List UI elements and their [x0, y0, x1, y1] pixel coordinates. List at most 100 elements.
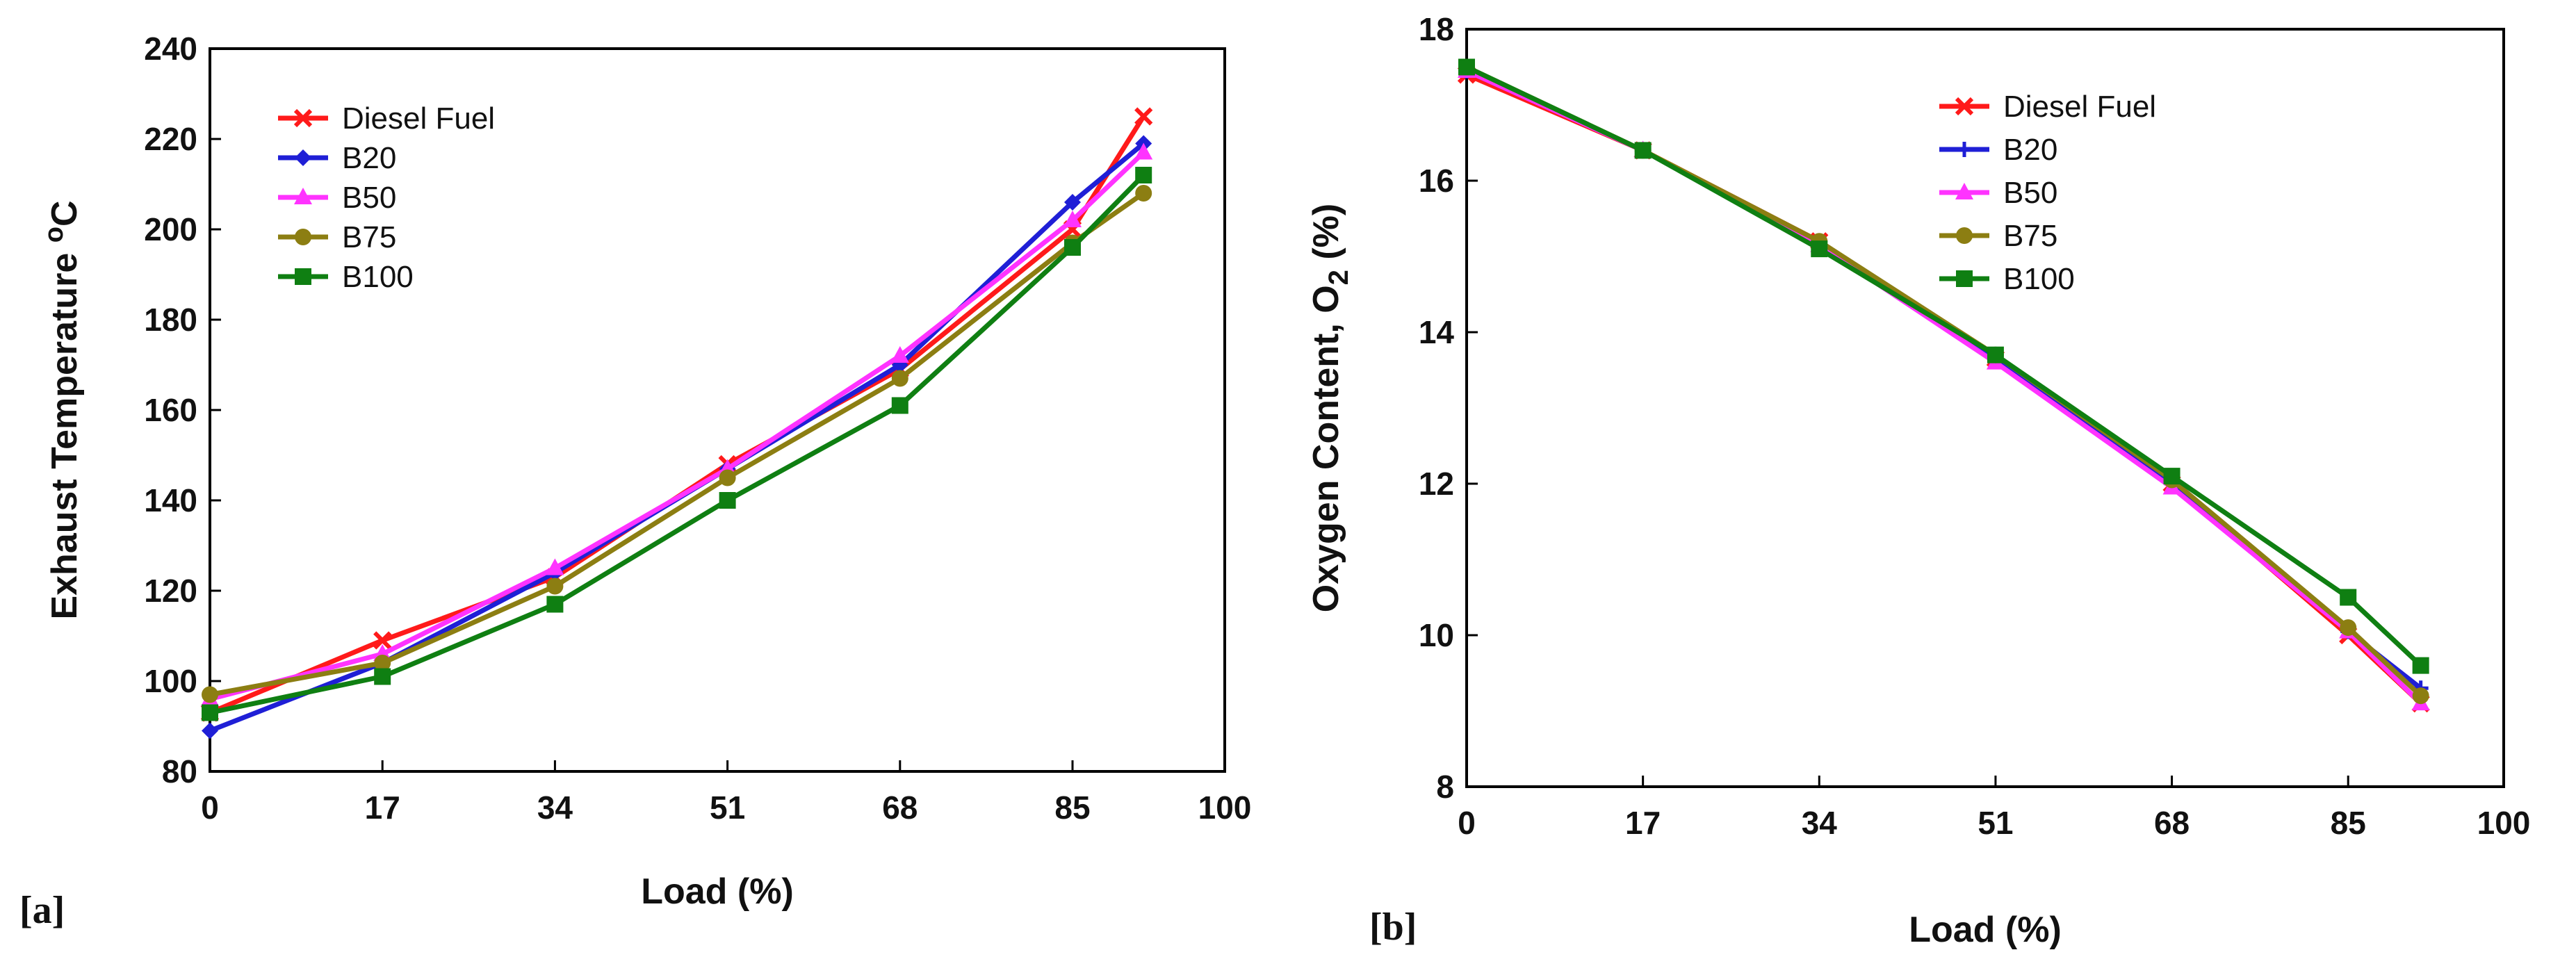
y-tick-label: 160: [144, 392, 197, 428]
legend-marker-b50: [1955, 183, 1973, 199]
chart-panel-b: 8 10 12 14 16 18 0 17 34 51 68 85 100 Load (%) Oxygen …: [1306, 11, 2530, 950]
data-point-b100: [202, 704, 218, 721]
y-tick-label: 16: [1419, 163, 1454, 199]
legend-label-diesel-fuel: Diesel Fuel: [342, 101, 495, 136]
plot-frame-b: [1465, 28, 2505, 788]
data-point-b100: [1811, 240, 1828, 258]
x-axis-title: Load (%): [1909, 910, 2062, 950]
series-line-b75: [1465, 65, 2423, 698]
x-tick-label: 68: [2154, 805, 2190, 841]
data-point-b100: [374, 668, 391, 685]
x-tick-label: 0: [1458, 805, 1476, 841]
y-tick-label: 80: [162, 753, 197, 789]
data-point-b20: [202, 722, 218, 739]
panel-label-b: [b]: [1369, 906, 1417, 949]
y-tick-label: 240: [144, 31, 197, 67]
legend-label-b75: B75: [342, 220, 396, 254]
legend-marker-b75: [295, 229, 311, 245]
legend-marker-diesel-fuel: [293, 108, 313, 128]
y-tick-label: 18: [1419, 11, 1454, 47]
series-line-diesel-fuel: [1465, 72, 2423, 705]
data-point-b75: [719, 469, 736, 486]
y-tick-label: 140: [144, 482, 197, 518]
y-tick-label: 10: [1419, 617, 1454, 653]
legend-marker-b100: [1956, 270, 1973, 287]
legend-label-b20: B20: [342, 141, 396, 175]
y-tick-label: 100: [144, 663, 197, 699]
data-point-diesel-fuel: [373, 631, 392, 650]
series-b20: [1459, 63, 2429, 696]
y-tick-label: 180: [144, 302, 197, 338]
legend-label-b50: B50: [2003, 176, 2057, 210]
data-point-b75: [1135, 185, 1152, 202]
data-point-b50: [1134, 142, 1153, 160]
legend-marker-b75: [1956, 227, 1973, 244]
series-line-b100: [209, 173, 1146, 715]
y-tick-label: 200: [144, 211, 197, 247]
data-point-b100: [2340, 589, 2357, 606]
data-point-b75: [546, 578, 564, 595]
data-point-b100: [1135, 167, 1152, 183]
x-tick-label: 17: [1625, 805, 1661, 841]
data-point-b20: [1064, 194, 1081, 211]
y-tick-label: 8: [1436, 769, 1454, 805]
legend-label-b20: B20: [2003, 133, 2057, 167]
legend-label-b100: B100: [2003, 262, 2075, 296]
legend-label-b100: B100: [342, 260, 414, 294]
data-point-b50: [546, 558, 564, 575]
legend-marker-b20: [295, 149, 311, 166]
data-point-b100: [1987, 346, 2004, 363]
series-b50: [1458, 60, 2430, 711]
x-tick-label: 85: [2331, 805, 2366, 841]
data-point-b75: [2340, 619, 2357, 637]
legend-marker-b50: [294, 188, 312, 204]
x-tick-label: 100: [2477, 805, 2531, 841]
legend-marker-diesel-fuel: [1955, 97, 1974, 116]
legend-b: Diesel Fuel B20 B50 B75 B100: [1939, 90, 2156, 296]
series-b75: [1458, 58, 2429, 705]
x-tick-label: 100: [1198, 789, 1252, 826]
x-tick-label: 85: [1054, 789, 1090, 826]
data-point-b75: [891, 370, 908, 387]
data-point-b100: [1634, 142, 1652, 159]
x-axis-title: Load (%): [641, 871, 794, 912]
series-b100: [202, 167, 1152, 721]
y-tick-label: 12: [1419, 466, 1454, 502]
legend-marker-b20: [1957, 142, 1972, 157]
x-tick-label: 0: [201, 789, 219, 826]
data-point-b100: [1458, 58, 1475, 76]
legend-marker-b100: [295, 268, 311, 285]
data-point-b100: [546, 596, 564, 613]
data-point-b100: [719, 492, 736, 509]
x-tick-label: 34: [1802, 805, 1838, 841]
x-tick-label: 17: [365, 789, 400, 826]
x-tick-label: 51: [710, 789, 745, 826]
y-tick-label: 220: [144, 121, 197, 157]
legend-label-diesel-fuel: Diesel Fuel: [2003, 90, 2156, 124]
legend-label-b50: B50: [342, 181, 396, 215]
x-tick-label: 68: [882, 789, 918, 826]
x-tick-label: 34: [537, 789, 573, 826]
data-point-b50: [1063, 211, 1082, 227]
data-point-b75: [202, 686, 218, 703]
series-line-b20: [1465, 68, 2422, 691]
series-line-b50: [1465, 68, 2423, 705]
y-axis-title: Oxygen Content, O2 (%): [1306, 204, 1354, 613]
x-tick-label: 51: [1978, 805, 2013, 841]
data-point-b50: [890, 346, 909, 363]
y-axis-title: Exhaust Temperature oC: [40, 200, 85, 619]
y-tick-label: 120: [144, 573, 197, 609]
chart-panel-a: 80 100 120 140 160 180 200 220 240 0 17 34 51 68 85 100…: [40, 31, 1251, 912]
data-point-b100: [1064, 239, 1081, 256]
legend-label-b75: B75: [2003, 219, 2057, 253]
data-point-b75: [374, 655, 391, 671]
data-point-b100: [891, 397, 908, 414]
series-diesel-fuel: [1457, 65, 2430, 713]
legend-a: Diesel Fuel B20 B50 B75 B100: [278, 101, 495, 294]
data-point-b100: [2412, 657, 2429, 674]
data-point-b75: [2412, 687, 2429, 705]
series-b100: [1458, 58, 2429, 674]
panel-label-a: [a]: [19, 889, 65, 932]
data-point-b100: [2163, 468, 2180, 485]
